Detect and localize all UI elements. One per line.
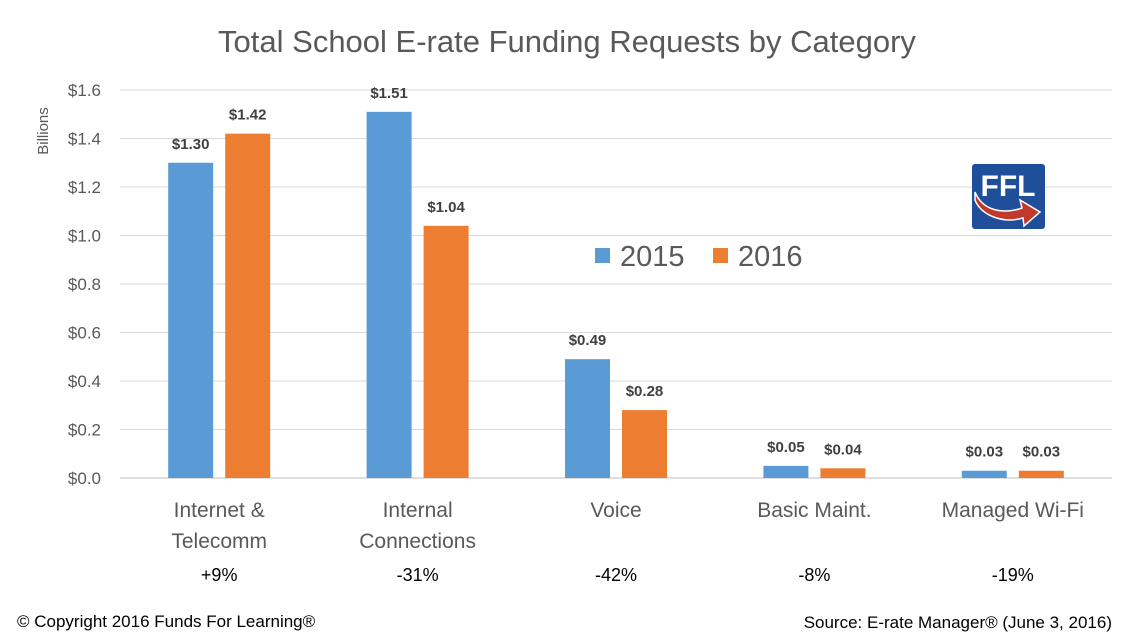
bar-2016-1 (423, 225, 469, 478)
percent-change-label: -19% (992, 565, 1034, 585)
x-category-label: Managed Wi-Fi (942, 499, 1084, 522)
data-label: $1.04 (427, 199, 465, 216)
source-text: Source: E-rate Manager® (June 3, 2016) (804, 613, 1112, 632)
y-tick-label: $1.6 (68, 81, 101, 100)
gridlines (120, 89, 1112, 479)
legend-swatch-2015 (595, 248, 610, 263)
percent-change-label: -8% (798, 565, 830, 585)
data-label: $1.42 (229, 107, 267, 124)
copyright-text: © Copyright 2016 Funds For Learning® (17, 612, 316, 631)
y-axis-label: Billions (35, 107, 52, 155)
x-category-label: Basic Maint. (757, 499, 871, 522)
bar-2015-4 (961, 470, 1007, 478)
legend: 2015 2016 (595, 241, 803, 273)
bar-2016-4 (1018, 470, 1064, 478)
bar-2016-2 (622, 410, 667, 478)
percent-change-label: -42% (595, 565, 637, 585)
y-tick-label: $1.2 (68, 178, 101, 197)
y-tick-label: $0.6 (68, 324, 101, 343)
data-label: $0.28 (626, 383, 664, 400)
legend-label-2016: 2016 (738, 241, 803, 273)
legend-swatch-2016 (713, 248, 728, 263)
percent-change-label: -31% (397, 565, 439, 585)
data-label: $0.05 (767, 439, 805, 456)
y-axis-ticks: $0.0 $0.2 $0.4 $0.6 $0.8 $1.0 $1.2 $1.4 $1.6 (68, 81, 101, 488)
ffl-logo: FFL (972, 164, 1045, 229)
bar-2015-0 (168, 162, 214, 478)
data-label: $0.04 (824, 441, 862, 458)
x-category-label: Telecomm (171, 530, 267, 553)
data-label: $0.03 (1023, 444, 1061, 461)
data-label: $1.30 (172, 136, 210, 153)
chart-title: Total School E-rate Funding Requests by … (218, 24, 916, 59)
bar-2016-3 (820, 468, 866, 478)
y-tick-label: $0.2 (68, 421, 101, 440)
bars: $1.30 $1.42 $1.51 $1.04 $0.49 $0.28 $0.05 $0.04… (168, 85, 1064, 478)
y-tick-label: $1.4 (68, 130, 101, 149)
bar-2015-3 (763, 465, 809, 478)
y-tick-label: $0.8 (68, 275, 101, 294)
x-category-label: Internet & (174, 499, 265, 522)
bar-2015-2 (565, 359, 610, 478)
logo-arrow-icon (974, 191, 1042, 228)
y-tick-label: $0.0 (68, 469, 101, 488)
x-category-label: Connections (359, 530, 476, 553)
logo-text: FFL (981, 170, 1036, 203)
y-tick-label: $1.0 (68, 227, 101, 246)
percent-change-label: +9% (201, 565, 238, 585)
x-axis-categories: Internet & Telecomm +9% Internal Connections… (171, 499, 1084, 585)
bar-2016-0 (225, 133, 271, 478)
data-label: $0.03 (966, 444, 1004, 461)
x-category-label: Internal (383, 499, 453, 522)
y-tick-label: $0.4 (68, 372, 101, 391)
x-category-label: Voice (590, 499, 641, 522)
data-label: $1.51 (370, 85, 408, 102)
bar-2015-1 (366, 111, 412, 478)
data-label: $0.49 (569, 332, 607, 349)
legend-label-2015: 2015 (620, 241, 685, 273)
